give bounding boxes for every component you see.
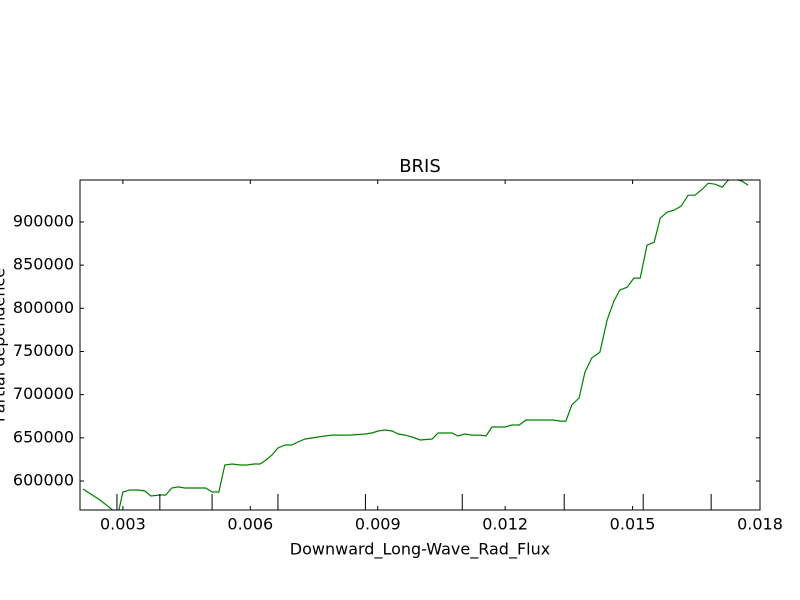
x-tick-label: 0.018: [737, 515, 783, 534]
axes-frame: [79, 179, 761, 511]
x-tick-label: 0.003: [100, 515, 146, 534]
y-tick-label: 800000: [13, 298, 74, 317]
plot-area: [82, 180, 749, 510]
x-axis-label: Downward_Long-Wave_Rad_Flux: [290, 540, 550, 560]
data-line: [82, 180, 749, 510]
x-tick-label: 0.015: [610, 515, 656, 534]
y-tick-label: 650000: [13, 427, 74, 446]
x-tick-label: 0.012: [482, 515, 528, 534]
y-tick-label: 900000: [13, 211, 74, 230]
y-tick-label: 750000: [13, 341, 74, 360]
y-tick-label: 700000: [13, 384, 74, 403]
x-tick-label: 0.006: [227, 515, 273, 534]
chart-title: BRIS: [399, 156, 441, 177]
y-tick-label: 600000: [13, 470, 74, 489]
x-tick-label: 0.009: [355, 515, 401, 534]
y-tick-label: 850000: [13, 255, 74, 274]
y-axis-label: Partial dependence: [0, 268, 9, 422]
